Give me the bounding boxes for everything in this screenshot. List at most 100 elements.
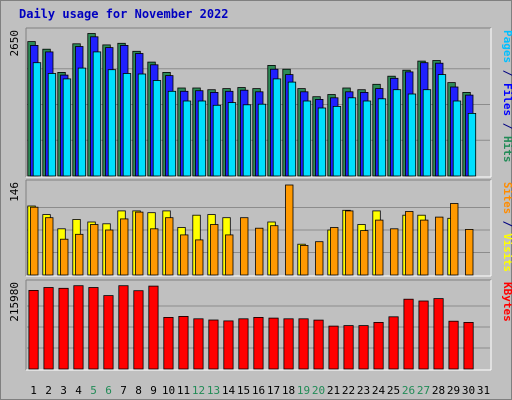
bar-pages-12 (197, 100, 207, 177)
bar-kbytes-21 (328, 325, 339, 370)
bar-sites-24 (375, 219, 384, 276)
bar-sites-20 (315, 241, 324, 276)
bar-sites-8 (135, 211, 144, 276)
bar-sites-5 (90, 224, 99, 276)
bar-sites-27 (420, 219, 429, 276)
series-label-part: Sites (501, 182, 512, 214)
series-label-part: Hits (501, 136, 512, 163)
bar-kbytes-3 (58, 287, 69, 370)
bar-sites-14 (225, 234, 234, 276)
bar-sites-3 (60, 238, 69, 276)
bar-pages-13 (212, 104, 222, 177)
x-tick-label-6: 6 (105, 384, 112, 397)
bar-pages-25 (392, 89, 402, 177)
bar-kbytes-26 (403, 298, 414, 370)
bar-kbytes-29 (448, 320, 459, 370)
bar-kbytes-22 (343, 325, 354, 370)
bar-pages-18 (287, 81, 297, 177)
series-label-part: Files (501, 83, 512, 116)
x-tick-label-7: 7 (120, 384, 127, 397)
bar-sites-16 (255, 227, 264, 276)
bar-sites-15 (240, 217, 249, 276)
bar-pages-30 (467, 113, 477, 177)
bar-pages-24 (377, 98, 387, 177)
x-tick-label-15: 15 (237, 384, 250, 397)
x-tick-label-26: 26 (402, 384, 415, 397)
series-label-part: / (501, 214, 512, 233)
x-tick-label-8: 8 (135, 384, 142, 397)
x-tick-label-29: 29 (447, 384, 460, 397)
x-tick-label-20: 20 (312, 384, 325, 397)
bar-pages-19 (302, 100, 312, 177)
bar-sites-12 (195, 239, 204, 276)
series-label-part: Pages (501, 30, 512, 63)
x-tick-label-23: 23 (357, 384, 370, 397)
bar-pages-29 (452, 100, 462, 177)
bar-pages-16 (257, 103, 267, 177)
bar-sites-10 (165, 217, 174, 276)
bar-pages-2 (47, 73, 57, 177)
bar-sites-29 (450, 203, 459, 276)
x-tick-label-27: 27 (417, 384, 430, 397)
bar-pages-21 (332, 106, 342, 177)
bar-kbytes-6 (103, 295, 114, 370)
bar-pages-22 (347, 97, 357, 177)
bar-kbytes-17 (268, 317, 279, 370)
bar-kbytes-18 (283, 318, 294, 370)
y-max-label-visits: 146 (8, 182, 21, 202)
x-tick-label-4: 4 (75, 384, 82, 397)
bar-sites-30 (465, 228, 474, 276)
x-tick-label-10: 10 (162, 384, 175, 397)
bar-sites-26 (405, 211, 414, 276)
bar-kbytes-2 (43, 287, 54, 370)
x-tick-label-11: 11 (177, 384, 190, 397)
bar-kbytes-1 (28, 289, 39, 370)
bar-kbytes-7 (118, 285, 129, 370)
bar-sites-25 (390, 228, 399, 276)
series-label-visits: Sites / Visits (501, 182, 512, 272)
bar-kbytes-24 (373, 321, 384, 370)
x-tick-label-25: 25 (387, 384, 400, 397)
bar-pages-6 (107, 69, 117, 177)
series-label-part: / (501, 63, 512, 83)
bar-kbytes-16 (253, 316, 264, 370)
bar-kbytes-11 (178, 315, 189, 370)
x-tick-label-22: 22 (342, 384, 355, 397)
bar-kbytes-4 (73, 285, 84, 370)
y-max-label-kbytes: 215980 (8, 282, 21, 322)
bar-pages-26 (407, 93, 417, 177)
bar-pages-4 (77, 67, 87, 177)
chart-title: Daily usage for November 2022 (19, 7, 229, 21)
bar-pages-5 (92, 51, 102, 177)
bar-sites-6 (105, 229, 114, 276)
series-label-hits: Pages / Files / Hits (501, 30, 512, 163)
bar-kbytes-9 (148, 285, 159, 370)
x-tick-label-13: 13 (207, 384, 220, 397)
bar-kbytes-15 (238, 318, 249, 370)
bar-pages-20 (317, 107, 327, 177)
x-tick-label-5: 5 (90, 384, 97, 397)
x-tick-label-14: 14 (222, 384, 236, 397)
bar-pages-1 (32, 62, 42, 177)
x-tick-label-17: 17 (267, 384, 280, 397)
bar-kbytes-28 (433, 298, 444, 370)
bar-sites-17 (270, 225, 279, 276)
bar-kbytes-23 (358, 325, 369, 370)
bar-sites-13 (210, 224, 219, 276)
bar-kbytes-14 (223, 320, 234, 370)
series-label-kbytes: KBytes (501, 282, 512, 322)
bar-pages-3 (62, 78, 72, 177)
bar-sites-1 (30, 206, 39, 276)
x-tick-label-9: 9 (150, 384, 157, 397)
series-label-part: KBytes (501, 282, 512, 322)
x-tick-label-2: 2 (45, 384, 52, 397)
bar-sites-2 (45, 217, 54, 276)
x-tick-label-3: 3 (60, 384, 67, 397)
bar-kbytes-5 (88, 287, 99, 370)
bar-kbytes-13 (208, 319, 219, 370)
bar-kbytes-10 (163, 316, 174, 370)
x-tick-label-24: 24 (372, 384, 386, 397)
bar-sites-18 (285, 184, 294, 276)
series-label-part: / (501, 116, 512, 136)
